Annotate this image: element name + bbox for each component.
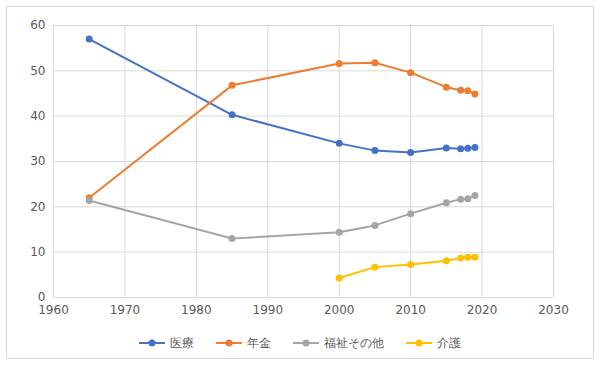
- svg-text:40: 40: [30, 109, 45, 123]
- svg-text:1980: 1980: [181, 303, 212, 317]
- svg-text:50: 50: [30, 64, 45, 78]
- svg-text:1960: 1960: [38, 303, 69, 317]
- html-text:福祉その他: 福祉その他: [324, 335, 384, 350]
- svg-text:1990: 1990: [253, 303, 284, 317]
- svg-text:2020: 2020: [467, 303, 498, 317]
- svg-text:2030: 2030: [538, 303, 569, 317]
- svg-text:20: 20: [30, 200, 45, 214]
- html-text:介護: 介護: [437, 335, 461, 350]
- svg-text:30: 30: [30, 154, 45, 168]
- html-text:年金: 年金: [247, 335, 271, 350]
- svg-text:60: 60: [30, 18, 45, 32]
- svg-text:2000: 2000: [324, 303, 355, 317]
- svg-text:0: 0: [37, 290, 46, 305]
- svg-text:1970: 1970: [110, 303, 141, 317]
- html-text:医療: 医療: [170, 335, 194, 350]
- svg-text:10: 10: [30, 245, 45, 259]
- svg-text:2010: 2010: [395, 303, 426, 317]
